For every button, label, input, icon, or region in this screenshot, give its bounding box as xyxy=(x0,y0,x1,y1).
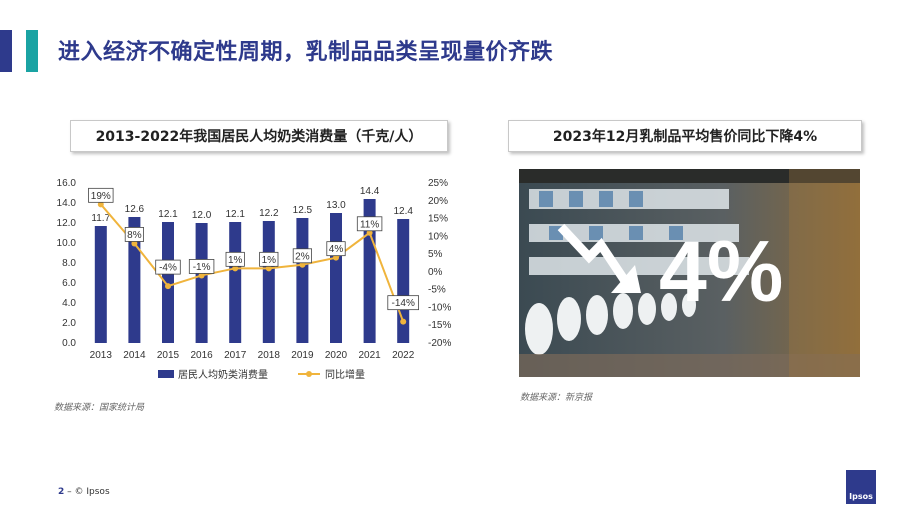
ipsos-logo: Ipsos xyxy=(846,470,876,504)
growth-label-box xyxy=(88,187,114,203)
x-tick-label: 2021 xyxy=(358,350,381,361)
growth-label-box xyxy=(225,251,245,267)
growth-point xyxy=(299,261,306,268)
growth-point xyxy=(165,283,171,290)
growth-label: 1% xyxy=(228,255,243,266)
page-number: 2 xyxy=(58,487,65,497)
bar-value-label: 11.7 xyxy=(91,213,110,224)
y-left-tick: 10.0 xyxy=(57,238,77,249)
image-title-box: 2023年12月乳制品平均售价同比下降4% xyxy=(508,120,862,152)
x-tick-label: 2016 xyxy=(190,350,213,361)
x-tick-label: 2014 xyxy=(123,350,146,361)
growth-label-box xyxy=(259,251,279,267)
right-source-note: 数据来源：新京报 xyxy=(520,393,593,403)
y-right-tick: 0% xyxy=(428,267,443,278)
y-left-tick: 6.0 xyxy=(62,278,76,289)
legend-line-label: 同比增量 xyxy=(325,368,365,381)
growth-label: 8% xyxy=(127,230,142,241)
growth-label-box xyxy=(326,241,346,257)
growth-point xyxy=(265,265,272,272)
growth-point xyxy=(97,201,104,208)
y-right-tick: 10% xyxy=(428,231,448,242)
copyright: © Ipsos xyxy=(74,487,110,497)
growth-label: -14% xyxy=(392,298,415,309)
growth-label: -1% xyxy=(193,262,211,273)
y-left-tick: 4.0 xyxy=(62,298,76,309)
y-right-tick: -10% xyxy=(428,302,451,313)
growth-point xyxy=(400,318,407,325)
legend-bar-swatch xyxy=(158,370,174,378)
x-tick-label: 2022 xyxy=(392,350,415,361)
y-right-tick: -5% xyxy=(428,285,446,296)
x-tick-label: 2013 xyxy=(90,350,113,361)
y-left-tick: 0.0 xyxy=(62,338,76,349)
decline-percentage: 4% xyxy=(659,224,784,320)
bar-value-label: 14.4 xyxy=(360,186,380,197)
consumption-bar xyxy=(94,226,107,343)
consumption-bar xyxy=(162,222,174,343)
bar-value-label: 12.6 xyxy=(125,204,145,215)
growth-label: 11% xyxy=(360,219,379,230)
left-source-note: 数据来源：国家统计局 xyxy=(54,403,145,413)
accent-bar-teal xyxy=(26,30,38,72)
x-tick-label: 2015 xyxy=(157,350,180,361)
growth-point xyxy=(131,240,138,247)
bar-value-label: 12.2 xyxy=(259,208,279,219)
footer: 2 – © Ipsos xyxy=(58,487,110,497)
y-right-tick: 5% xyxy=(428,249,443,260)
consumption-bar xyxy=(296,218,309,343)
y-left-tick: 12.0 xyxy=(57,218,77,229)
bar-value-label: 12.0 xyxy=(192,210,212,221)
growth-label: 4% xyxy=(329,244,344,255)
supermarket-dairy-image: 4% xyxy=(519,169,860,377)
consumption-bar xyxy=(229,222,242,343)
growth-label-box xyxy=(124,227,144,242)
consumption-chart: 0.0 2.0 4.0 6.0 8.0 10.0 12.0 14.0 16.0 -20% -15% -… xyxy=(57,178,452,381)
consumption-bar xyxy=(195,223,208,343)
x-tick-label: 2018 xyxy=(258,350,281,361)
y-right-tick: 20% xyxy=(428,196,448,207)
growth-label: 2% xyxy=(295,251,310,262)
growth-label: 19% xyxy=(91,191,111,202)
bar-value-label: 12.1 xyxy=(158,209,178,220)
growth-point xyxy=(366,229,373,236)
growth-label-box xyxy=(155,259,181,275)
x-tick-label: 2020 xyxy=(325,350,348,361)
growth-label: -4% xyxy=(159,263,177,274)
legend-bar-label: 居民人均奶类消费量 xyxy=(178,368,268,381)
growth-label: 1% xyxy=(262,255,277,266)
consumption-bar xyxy=(262,221,275,343)
bar-value-label: 12.4 xyxy=(393,206,413,217)
growth-label-box xyxy=(387,295,419,311)
y-right-tick: -20% xyxy=(428,338,451,349)
page-title: 进入经济不确定性周期，乳制品品类呈现量价齐跌 xyxy=(58,40,554,65)
legend-line-marker xyxy=(306,371,312,377)
y-right-tick: -15% xyxy=(428,320,451,331)
growth-label-box xyxy=(188,259,215,274)
y-left-tick: 2.0 xyxy=(62,318,76,329)
accent-bar-navy xyxy=(0,30,12,72)
x-tick-label: 2017 xyxy=(224,350,247,361)
growth-label-box xyxy=(292,248,312,264)
consumption-bar xyxy=(330,213,342,343)
chart-title-box: 2013-2022年我国居民人均奶类消费量（千克/人） xyxy=(70,120,448,152)
y-right-tick: 15% xyxy=(428,214,448,225)
y-left-tick: 14.0 xyxy=(57,198,77,209)
growth-line xyxy=(100,203,405,323)
bar-value-label: 12.5 xyxy=(293,205,313,216)
y-left-tick: 8.0 xyxy=(62,258,76,269)
growth-point xyxy=(333,254,339,261)
x-tick-label: 2019 xyxy=(291,350,314,361)
growth-label-box xyxy=(356,216,383,232)
growth-point xyxy=(232,265,239,272)
bar-value-label: 13.0 xyxy=(326,200,346,211)
growth-point xyxy=(198,272,205,279)
y-right-tick: 25% xyxy=(428,178,448,189)
y-left-tick: 16.0 xyxy=(57,178,77,189)
bar-value-label: 12.1 xyxy=(225,209,245,220)
